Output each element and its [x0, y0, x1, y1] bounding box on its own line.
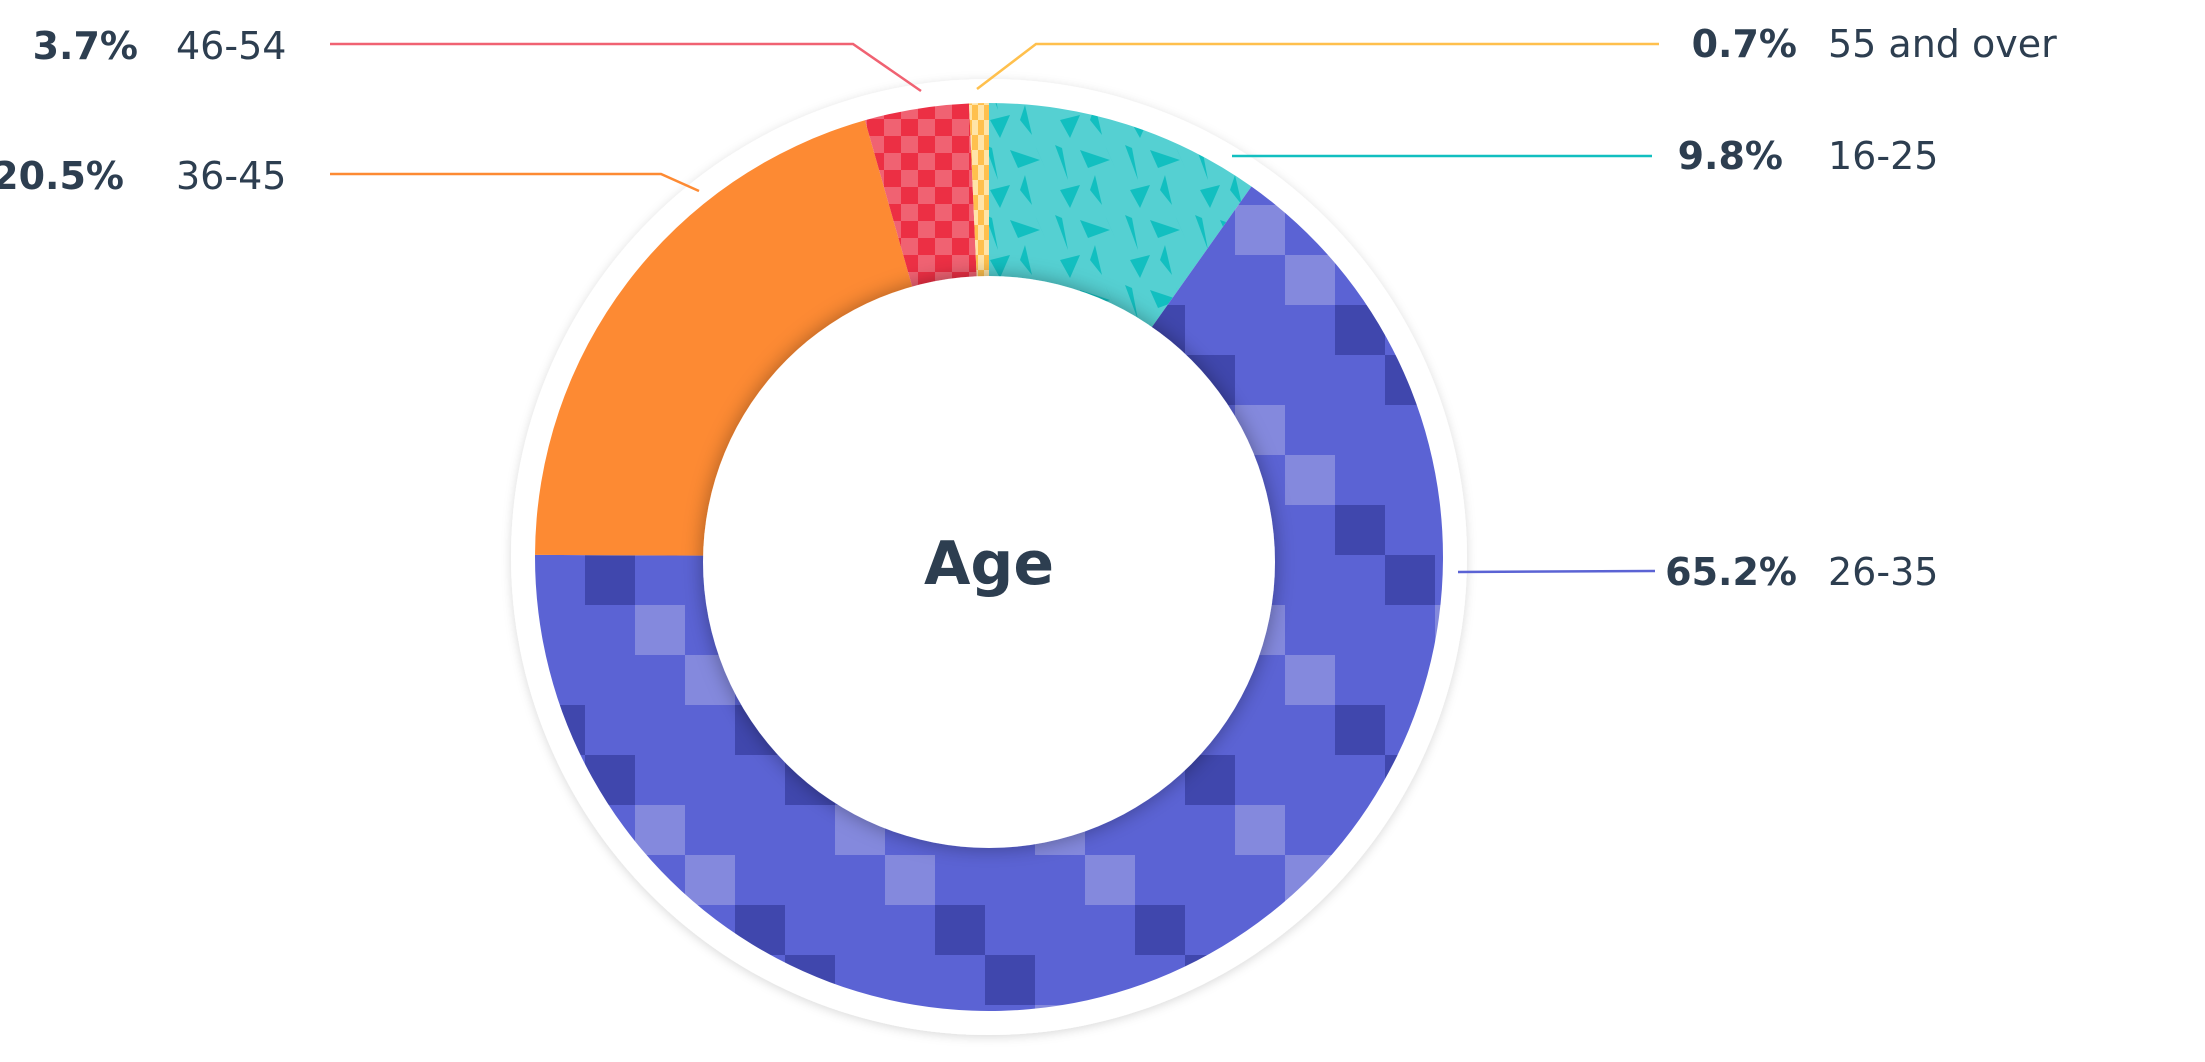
leader-line-26-35 — [1457, 569, 1656, 574]
slice-46-54 — [864, 103, 977, 288]
category-label-46-54: 46-54 — [176, 24, 286, 68]
callout-26-35: 65.2% 26-35 — [1457, 550, 1938, 594]
category-label-55-and-over: 55 and over — [1828, 22, 2057, 66]
inner-hole — [703, 276, 1275, 848]
callout-46-54: 3.7% 46-54 — [33, 24, 922, 93]
category-label-16-25: 16-25 — [1828, 134, 1938, 178]
value-label-16-25: 9.8% — [1678, 134, 1783, 178]
callout-36-45: 20.5% 36-45 — [0, 154, 700, 198]
value-label-26-35: 65.2% — [1665, 550, 1797, 594]
value-label-55-and-over: 0.7% — [1692, 22, 1797, 66]
value-label-36-45: 20.5% — [0, 154, 124, 198]
slice-36-45 — [535, 120, 913, 556]
callout-55-and-over: 0.7% 55 and over — [976, 22, 2057, 90]
leader-line-55-and-over — [976, 42, 1659, 90]
callout-16-25: 9.8% 16-25 — [1232, 134, 1938, 178]
slice-16-25 — [989, 103, 1252, 329]
category-label-26-35: 26-35 — [1828, 550, 1938, 594]
category-label-36-45: 36-45 — [176, 154, 286, 198]
leader-line-36-45 — [330, 172, 700, 193]
center-title: Age — [924, 529, 1054, 599]
leader-line-46-54 — [330, 42, 922, 93]
value-label-46-54: 3.7% — [33, 24, 138, 68]
slice-55-and-over — [969, 103, 989, 278]
